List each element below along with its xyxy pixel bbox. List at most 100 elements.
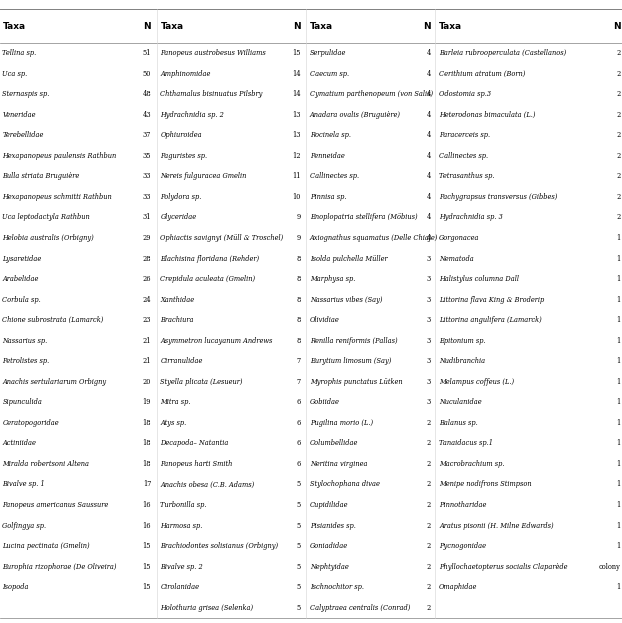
- Text: Cerithium atratum (Born): Cerithium atratum (Born): [439, 70, 526, 78]
- Text: 2: 2: [616, 131, 621, 140]
- Text: 1: 1: [616, 419, 621, 427]
- Text: 8: 8: [297, 295, 301, 303]
- Text: Nephtyidae: Nephtyidae: [310, 563, 348, 571]
- Text: 4: 4: [427, 214, 431, 221]
- Text: 12: 12: [292, 152, 301, 160]
- Text: 2: 2: [616, 111, 621, 119]
- Text: Nudibranchia: Nudibranchia: [439, 357, 485, 365]
- Text: 1: 1: [616, 501, 621, 509]
- Text: 14: 14: [292, 90, 301, 98]
- Text: Gorgonacea: Gorgonacea: [439, 234, 480, 242]
- Text: Bivalve sp. 2: Bivalve sp. 2: [160, 563, 203, 571]
- Text: 1: 1: [616, 255, 621, 262]
- Text: Bivalve sp. 1: Bivalve sp. 1: [2, 480, 45, 488]
- Text: 3: 3: [427, 398, 431, 406]
- Text: Ischnochitor sp.: Ischnochitor sp.: [310, 583, 364, 591]
- Text: Heterodonas bimaculata (L.): Heterodonas bimaculata (L.): [439, 111, 536, 119]
- Text: Hexapanopeus paulensis Rathbun: Hexapanopeus paulensis Rathbun: [2, 152, 117, 160]
- Text: Renilla reniformis (Pallas): Renilla reniformis (Pallas): [310, 336, 397, 345]
- Text: Axiognathus squamatus (Delle Chiaje): Axiognathus squamatus (Delle Chiaje): [310, 234, 438, 242]
- Text: Marphysa sp.: Marphysa sp.: [310, 275, 355, 283]
- Text: Phyllochaetopterus socialis Claparède: Phyllochaetopterus socialis Claparède: [439, 563, 568, 571]
- Text: 3: 3: [427, 275, 431, 283]
- Text: 19: 19: [142, 398, 151, 406]
- Text: 33: 33: [142, 193, 151, 201]
- Text: Polydora sp.: Polydora sp.: [160, 193, 202, 201]
- Text: Calyptraea centralis (Conrad): Calyptraea centralis (Conrad): [310, 604, 410, 612]
- Text: 2: 2: [616, 214, 621, 221]
- Text: Callinectes sp.: Callinectes sp.: [439, 152, 488, 160]
- Text: 9: 9: [297, 214, 301, 221]
- Text: Anachis sertulariarum Orbigny: Anachis sertulariarum Orbigny: [2, 378, 106, 386]
- Text: 13: 13: [292, 111, 301, 119]
- Text: 14: 14: [292, 70, 301, 78]
- Text: 7: 7: [297, 357, 301, 365]
- Text: Lucina pectinata (Gmelin): Lucina pectinata (Gmelin): [2, 542, 90, 550]
- Text: 4: 4: [427, 131, 431, 140]
- Text: Corbula sp.: Corbula sp.: [2, 295, 41, 303]
- Text: Chthamalus bisinuatus Pilsbry: Chthamalus bisinuatus Pilsbry: [160, 90, 263, 98]
- Text: 4: 4: [427, 111, 431, 119]
- Text: 4: 4: [427, 90, 431, 98]
- Text: Pugilina morio (L.): Pugilina morio (L.): [310, 419, 373, 427]
- Text: Chione subrostrata (Lamarck): Chione subrostrata (Lamarck): [2, 316, 104, 324]
- Text: 2: 2: [427, 521, 431, 530]
- Text: 4: 4: [427, 70, 431, 78]
- Text: Sternaspis sp.: Sternaspis sp.: [2, 90, 50, 98]
- Text: 20: 20: [143, 378, 151, 386]
- Text: Eurytium limosum (Say): Eurytium limosum (Say): [310, 357, 391, 365]
- Text: 2: 2: [427, 563, 431, 571]
- Text: 3: 3: [427, 255, 431, 262]
- Text: 1: 1: [616, 275, 621, 283]
- Text: 5: 5: [297, 501, 301, 509]
- Text: 7: 7: [297, 378, 301, 386]
- Text: N: N: [144, 22, 151, 31]
- Text: Omaphidae: Omaphidae: [439, 583, 478, 591]
- Text: 1: 1: [616, 480, 621, 488]
- Text: 6: 6: [297, 398, 301, 406]
- Text: Veneridae: Veneridae: [2, 111, 36, 119]
- Text: 31: 31: [142, 214, 151, 221]
- Text: Crepidula aculeata (Gmelin): Crepidula aculeata (Gmelin): [160, 275, 256, 283]
- Text: 1: 1: [616, 521, 621, 530]
- Text: 10: 10: [293, 193, 301, 201]
- Text: 3: 3: [427, 336, 431, 345]
- Text: 16: 16: [142, 521, 151, 530]
- Text: Sipunculida: Sipunculida: [2, 398, 42, 406]
- Text: Harmosa sp.: Harmosa sp.: [160, 521, 203, 530]
- Text: Paguristes sp.: Paguristes sp.: [160, 152, 208, 160]
- Text: 9: 9: [297, 234, 301, 242]
- Text: Nematoda: Nematoda: [439, 255, 474, 262]
- Text: Olividiae: Olividiae: [310, 316, 340, 324]
- Text: Golfingya sp.: Golfingya sp.: [2, 521, 47, 530]
- Text: 2: 2: [616, 49, 621, 57]
- Text: N: N: [613, 22, 621, 31]
- Text: Decapoda– Natantia: Decapoda– Natantia: [160, 439, 229, 447]
- Text: Nereis fulguracea Gmelin: Nereis fulguracea Gmelin: [160, 173, 247, 180]
- Text: Glyceridae: Glyceridae: [160, 214, 197, 221]
- Text: Europhia rizophorae (De Oliveira): Europhia rizophorae (De Oliveira): [2, 563, 117, 571]
- Text: Myrophis punctatus Lütken: Myrophis punctatus Lütken: [310, 378, 402, 386]
- Text: 1: 1: [616, 439, 621, 447]
- Text: 2: 2: [427, 583, 431, 591]
- Text: Bulla striata Bruguière: Bulla striata Bruguière: [2, 173, 80, 180]
- Text: 3: 3: [427, 295, 431, 303]
- Text: 51: 51: [142, 49, 151, 57]
- Text: Elachisina floridana (Rehder): Elachisina floridana (Rehder): [160, 255, 259, 262]
- Text: 18: 18: [142, 419, 151, 427]
- Text: Cirranulidae: Cirranulidae: [160, 357, 203, 365]
- Text: Barleia rubrooperculata (Castellanos): Barleia rubrooperculata (Castellanos): [439, 49, 567, 57]
- Text: 1: 1: [616, 398, 621, 406]
- Text: Columbellidae: Columbellidae: [310, 439, 358, 447]
- Text: Hydrachnidia sp. 3: Hydrachnidia sp. 3: [439, 214, 503, 221]
- Text: 2: 2: [616, 152, 621, 160]
- Text: Goniadidae: Goniadidae: [310, 542, 348, 550]
- Text: Taxa: Taxa: [439, 22, 462, 31]
- Text: Taxa: Taxa: [310, 22, 333, 31]
- Text: 33: 33: [142, 173, 151, 180]
- Text: 8: 8: [297, 316, 301, 324]
- Text: Uca sp.: Uca sp.: [2, 70, 28, 78]
- Text: 2: 2: [616, 90, 621, 98]
- Text: 6: 6: [297, 439, 301, 447]
- Text: Panopeus harti Smith: Panopeus harti Smith: [160, 460, 233, 468]
